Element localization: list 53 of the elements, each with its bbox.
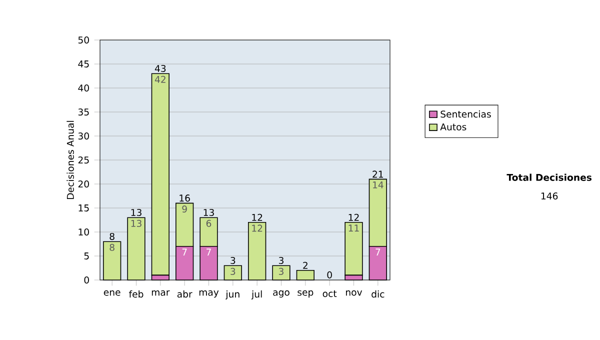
data-label: 3 [230, 268, 236, 275]
data-label: 7 [206, 248, 211, 256]
y-tick-label: 25 [78, 156, 89, 164]
text: 146 [541, 192, 558, 200]
y-axis-title: Decisiones Anual [66, 120, 74, 200]
data-label: 42 [154, 76, 166, 83]
x-tick-label: feb [128, 290, 144, 298]
total-label: 12 [348, 214, 359, 221]
x-tick-label: dic [372, 290, 384, 298]
data-label: 9 [182, 205, 187, 213]
data-label: 8 [110, 244, 114, 251]
x-tick-label: jun [226, 290, 240, 300]
x-tick-label: ene [104, 290, 120, 296]
y-tick-label: 0 [84, 276, 89, 284]
y-tick-label: 50 [78, 36, 89, 44]
text: Total Decisiones [506, 174, 592, 181]
total-label: 0 [327, 271, 332, 278]
y-tick-label: 45 [78, 60, 89, 68]
total-label: 13 [131, 208, 142, 216]
total-label: 12 [252, 214, 262, 221]
total-label: 16 [180, 194, 190, 202]
x-tick-label: ago [273, 290, 290, 298]
total-label: 43 [154, 64, 166, 72]
y-tick-label: 35 [78, 108, 89, 116]
x-tick-label: abr [177, 290, 192, 298]
y-tick-label: 15 [78, 204, 89, 212]
total-label: 3 [230, 256, 236, 264]
y-tick-label: 5 [84, 252, 89, 260]
total-label: 21 [372, 170, 383, 178]
data-label: 3 [278, 268, 284, 275]
data-label: 14 [373, 181, 384, 188]
x-tick-label: jul [251, 290, 262, 300]
total-label: 8 [110, 232, 114, 240]
x-tick-label: sep [298, 290, 314, 298]
data-label: 13 [131, 220, 142, 227]
y-tick-label: 20 [78, 180, 89, 188]
data-label: 11 [348, 224, 359, 232]
total-label: 2 [303, 262, 308, 269]
y-tick-label: 40 [78, 84, 89, 92]
legend-label: Autos [440, 124, 466, 130]
y-tick-label: 10 [78, 228, 89, 236]
data-label: 7 [376, 248, 380, 256]
legend-label: Sentencias [440, 110, 491, 118]
x-tick-label: mar [152, 290, 170, 296]
x-tick-label: may [199, 290, 219, 298]
total-label: 3 [278, 256, 284, 264]
y-tick-label: 30 [78, 132, 89, 140]
data-label: 7 [182, 248, 187, 256]
x-tick-label: nov [346, 290, 362, 296]
x-tick-label: oct [322, 290, 337, 298]
total-label: 13 [204, 208, 214, 216]
data-label: 6 [206, 220, 212, 227]
data-label: 12 [252, 224, 262, 232]
